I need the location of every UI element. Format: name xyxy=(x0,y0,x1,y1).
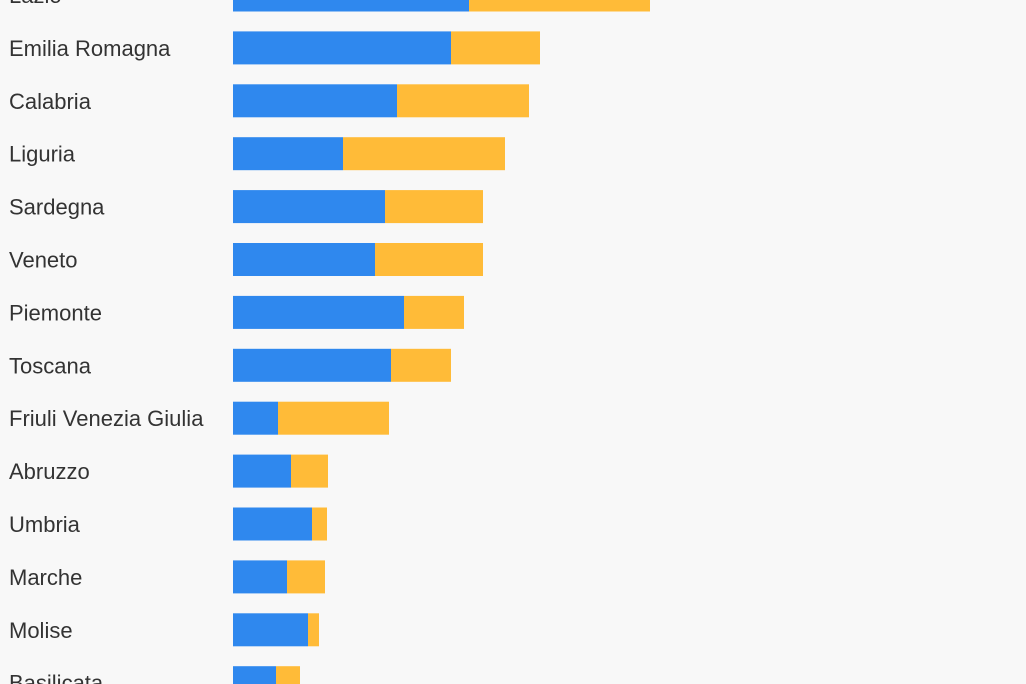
bar-umbria-segment-2 xyxy=(312,507,327,541)
bar-calabria-segment-2 xyxy=(397,84,529,118)
category-label-sardegna: Sardegna xyxy=(9,195,105,220)
bar-marche-segment-2 xyxy=(287,560,325,594)
category-labels: Lazio Emilia Romagna Calabria Liguria Sardeg… xyxy=(9,0,204,684)
bar-abruzzo-segment-2 xyxy=(291,454,328,488)
bar-marche-segment-1 xyxy=(233,560,287,594)
category-label-piemonte: Piemonte xyxy=(9,300,102,325)
bar-molise-segment-1 xyxy=(233,613,308,647)
bar-emilia-romagna-segment-2 xyxy=(451,31,540,65)
bar-basilicata-segment-2 xyxy=(276,666,300,684)
category-label-emilia-romagna: Emilia Romagna xyxy=(9,36,171,61)
bar-umbria-segment-1 xyxy=(233,507,312,541)
bar-piemonte-segment-1 xyxy=(233,295,404,329)
bar-friuli-venezia-giulia-segment-1 xyxy=(233,401,278,435)
bar-veneto-segment-1 xyxy=(233,243,375,276)
bar-emilia-romagna-segment-1 xyxy=(233,31,451,65)
bar-toscana-segment-1 xyxy=(233,348,391,382)
bar-sardegna-segment-1 xyxy=(233,190,385,224)
bar-calabria-segment-1 xyxy=(233,84,397,118)
bar-sardegna-segment-2 xyxy=(385,190,483,224)
bar-toscana-segment-2 xyxy=(391,348,451,382)
category-label-liguria: Liguria xyxy=(9,142,76,167)
category-label-veneto: Veneto xyxy=(9,248,78,273)
category-label-toscana: Toscana xyxy=(9,353,92,378)
bar-abruzzo-segment-1 xyxy=(233,454,291,488)
bar-liguria-segment-1 xyxy=(233,137,343,171)
bar-lazio-segment-2 xyxy=(469,0,650,12)
category-label-abruzzo: Abruzzo xyxy=(9,459,90,484)
category-label-calabria: Calabria xyxy=(9,89,92,114)
bar-piemonte-segment-2 xyxy=(404,295,464,329)
bar-lazio-segment-1 xyxy=(233,0,469,12)
bar-molise-segment-2 xyxy=(308,613,319,647)
bars xyxy=(233,0,650,684)
bar-liguria-segment-2 xyxy=(343,137,505,171)
category-label-friuli-venezia-giulia: Friuli Venezia Giulia xyxy=(9,406,204,431)
category-label-umbria: Umbria xyxy=(9,512,81,537)
category-label-marche: Marche xyxy=(9,565,82,590)
category-label-basilicata: Basilicata xyxy=(9,671,104,684)
category-label-lazio: Lazio xyxy=(9,0,62,8)
bar-veneto-segment-2 xyxy=(375,243,483,276)
bar-basilicata-segment-1 xyxy=(233,666,276,684)
bar-friuli-venezia-giulia-segment-2 xyxy=(278,401,389,435)
category-label-molise: Molise xyxy=(9,618,73,643)
